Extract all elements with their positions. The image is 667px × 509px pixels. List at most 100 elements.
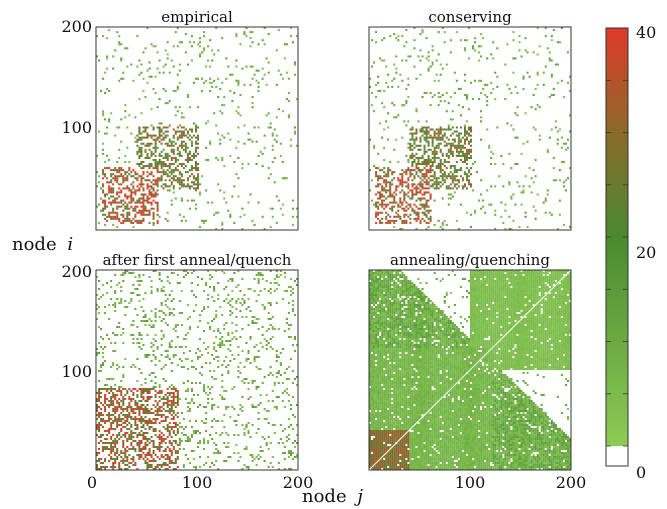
heatmap-cell bbox=[126, 177, 129, 180]
heatmap-cell bbox=[144, 436, 147, 438]
heatmap-cell bbox=[100, 336, 103, 338]
heatmap-cell bbox=[114, 134, 117, 137]
heatmap-cell bbox=[160, 392, 163, 394]
heatmap-cell bbox=[168, 171, 171, 174]
heatmap-cell bbox=[154, 406, 157, 408]
heatmap-cell bbox=[504, 468, 507, 470]
heatmap-cell bbox=[419, 138, 422, 141]
heatmap-cell bbox=[132, 392, 135, 394]
heatmap-cell bbox=[277, 382, 280, 384]
heatmap-cell bbox=[429, 219, 432, 222]
heatmap-cell bbox=[261, 450, 264, 452]
heatmap-cell bbox=[98, 396, 101, 398]
heatmap-cell bbox=[201, 77, 204, 80]
heatmap-cell bbox=[267, 290, 270, 292]
heatmap-cell bbox=[255, 456, 258, 458]
heatmap-cell bbox=[190, 181, 193, 184]
heatmap-cell bbox=[164, 402, 167, 404]
heatmap-cell bbox=[207, 120, 210, 123]
heatmap-cell bbox=[287, 418, 290, 420]
heatmap-cell bbox=[423, 207, 426, 210]
heatmap-cell bbox=[148, 448, 151, 450]
heatmap-cell bbox=[219, 87, 222, 90]
heatmap-cell bbox=[174, 158, 177, 161]
heatmap-cell bbox=[122, 169, 125, 172]
heatmap-cell bbox=[443, 158, 446, 161]
heatmap-cell bbox=[192, 187, 195, 190]
heatmap-cell bbox=[124, 398, 127, 400]
heatmap-cell bbox=[441, 152, 444, 155]
heatmap-cell bbox=[172, 402, 175, 404]
heatmap-cell bbox=[126, 211, 129, 214]
heatmap-cell bbox=[186, 388, 189, 390]
heatmap-cell bbox=[199, 432, 202, 434]
heatmap-cell bbox=[267, 61, 270, 64]
heatmap-cell bbox=[508, 464, 511, 466]
heatmap-cell bbox=[176, 398, 179, 400]
heatmap-cell bbox=[136, 134, 139, 137]
heatmap-cell bbox=[530, 456, 533, 458]
heatmap-cell bbox=[465, 130, 468, 133]
heatmap-cell bbox=[417, 213, 420, 216]
heatmap-cell bbox=[397, 177, 400, 180]
heatmap-cell bbox=[241, 227, 244, 230]
heatmap-cell bbox=[253, 290, 256, 292]
heatmap-cell bbox=[174, 169, 177, 172]
heatmap-cell bbox=[142, 420, 145, 422]
heatmap-cell bbox=[192, 402, 195, 404]
heatmap-cell bbox=[221, 344, 224, 346]
heatmap-cell bbox=[194, 150, 197, 153]
heatmap-cell bbox=[387, 189, 390, 192]
heatmap-cell bbox=[160, 160, 163, 164]
heatmap-cell bbox=[237, 376, 240, 378]
heatmap-cell bbox=[166, 144, 169, 147]
heatmap-cell bbox=[375, 201, 378, 204]
heatmap-cell bbox=[556, 63, 559, 66]
heatmap-cell bbox=[237, 83, 240, 86]
heatmap-cell bbox=[393, 177, 396, 180]
heatmap-cell bbox=[118, 167, 121, 170]
heatmap-cell bbox=[271, 466, 274, 468]
heatmap-cell bbox=[138, 408, 141, 410]
heatmap-cell bbox=[560, 460, 563, 462]
heatmap-cell bbox=[480, 207, 483, 210]
heatmap-cell bbox=[138, 165, 141, 168]
heatmap-cell bbox=[142, 177, 145, 180]
heatmap-cell bbox=[128, 211, 131, 214]
heatmap-cell bbox=[369, 138, 372, 141]
heatmap-cell bbox=[423, 173, 426, 176]
heatmap-cell bbox=[285, 322, 288, 324]
heatmap-cell bbox=[142, 390, 145, 392]
heatmap-cell bbox=[192, 466, 195, 468]
heatmap-cell bbox=[209, 466, 212, 468]
heatmap-cell bbox=[425, 160, 428, 164]
heatmap-cell bbox=[550, 93, 553, 97]
heatmap-cell bbox=[130, 406, 133, 408]
heatmap-cell bbox=[98, 424, 101, 426]
heatmap-cell bbox=[554, 126, 557, 129]
heatmap-cell bbox=[112, 404, 115, 406]
heatmap-cell bbox=[397, 462, 400, 464]
heatmap-cell bbox=[498, 456, 501, 458]
heatmap-cell bbox=[247, 298, 250, 300]
heatmap-cell bbox=[536, 460, 539, 462]
heatmap-cell bbox=[429, 466, 432, 468]
heatmap-cell bbox=[152, 87, 155, 90]
heatmap-cell bbox=[186, 440, 189, 442]
heatmap-cell bbox=[176, 181, 179, 184]
heatmap-cell bbox=[375, 454, 378, 456]
heatmap-cell bbox=[247, 466, 250, 468]
heatmap-cell bbox=[558, 128, 561, 131]
heatmap-cell bbox=[152, 215, 155, 218]
heatmap-cell bbox=[142, 298, 145, 300]
heatmap-cell bbox=[241, 406, 244, 408]
heatmap-cell bbox=[100, 414, 103, 416]
heatmap-cell bbox=[152, 468, 155, 470]
heatmap-cell bbox=[377, 205, 380, 208]
heatmap-cell bbox=[409, 460, 412, 462]
heatmap-cell bbox=[393, 191, 396, 194]
heatmap-cell bbox=[261, 274, 264, 276]
heatmap-cell bbox=[148, 201, 151, 204]
heatmap-cell bbox=[403, 104, 406, 107]
heatmap-cell bbox=[467, 183, 470, 186]
